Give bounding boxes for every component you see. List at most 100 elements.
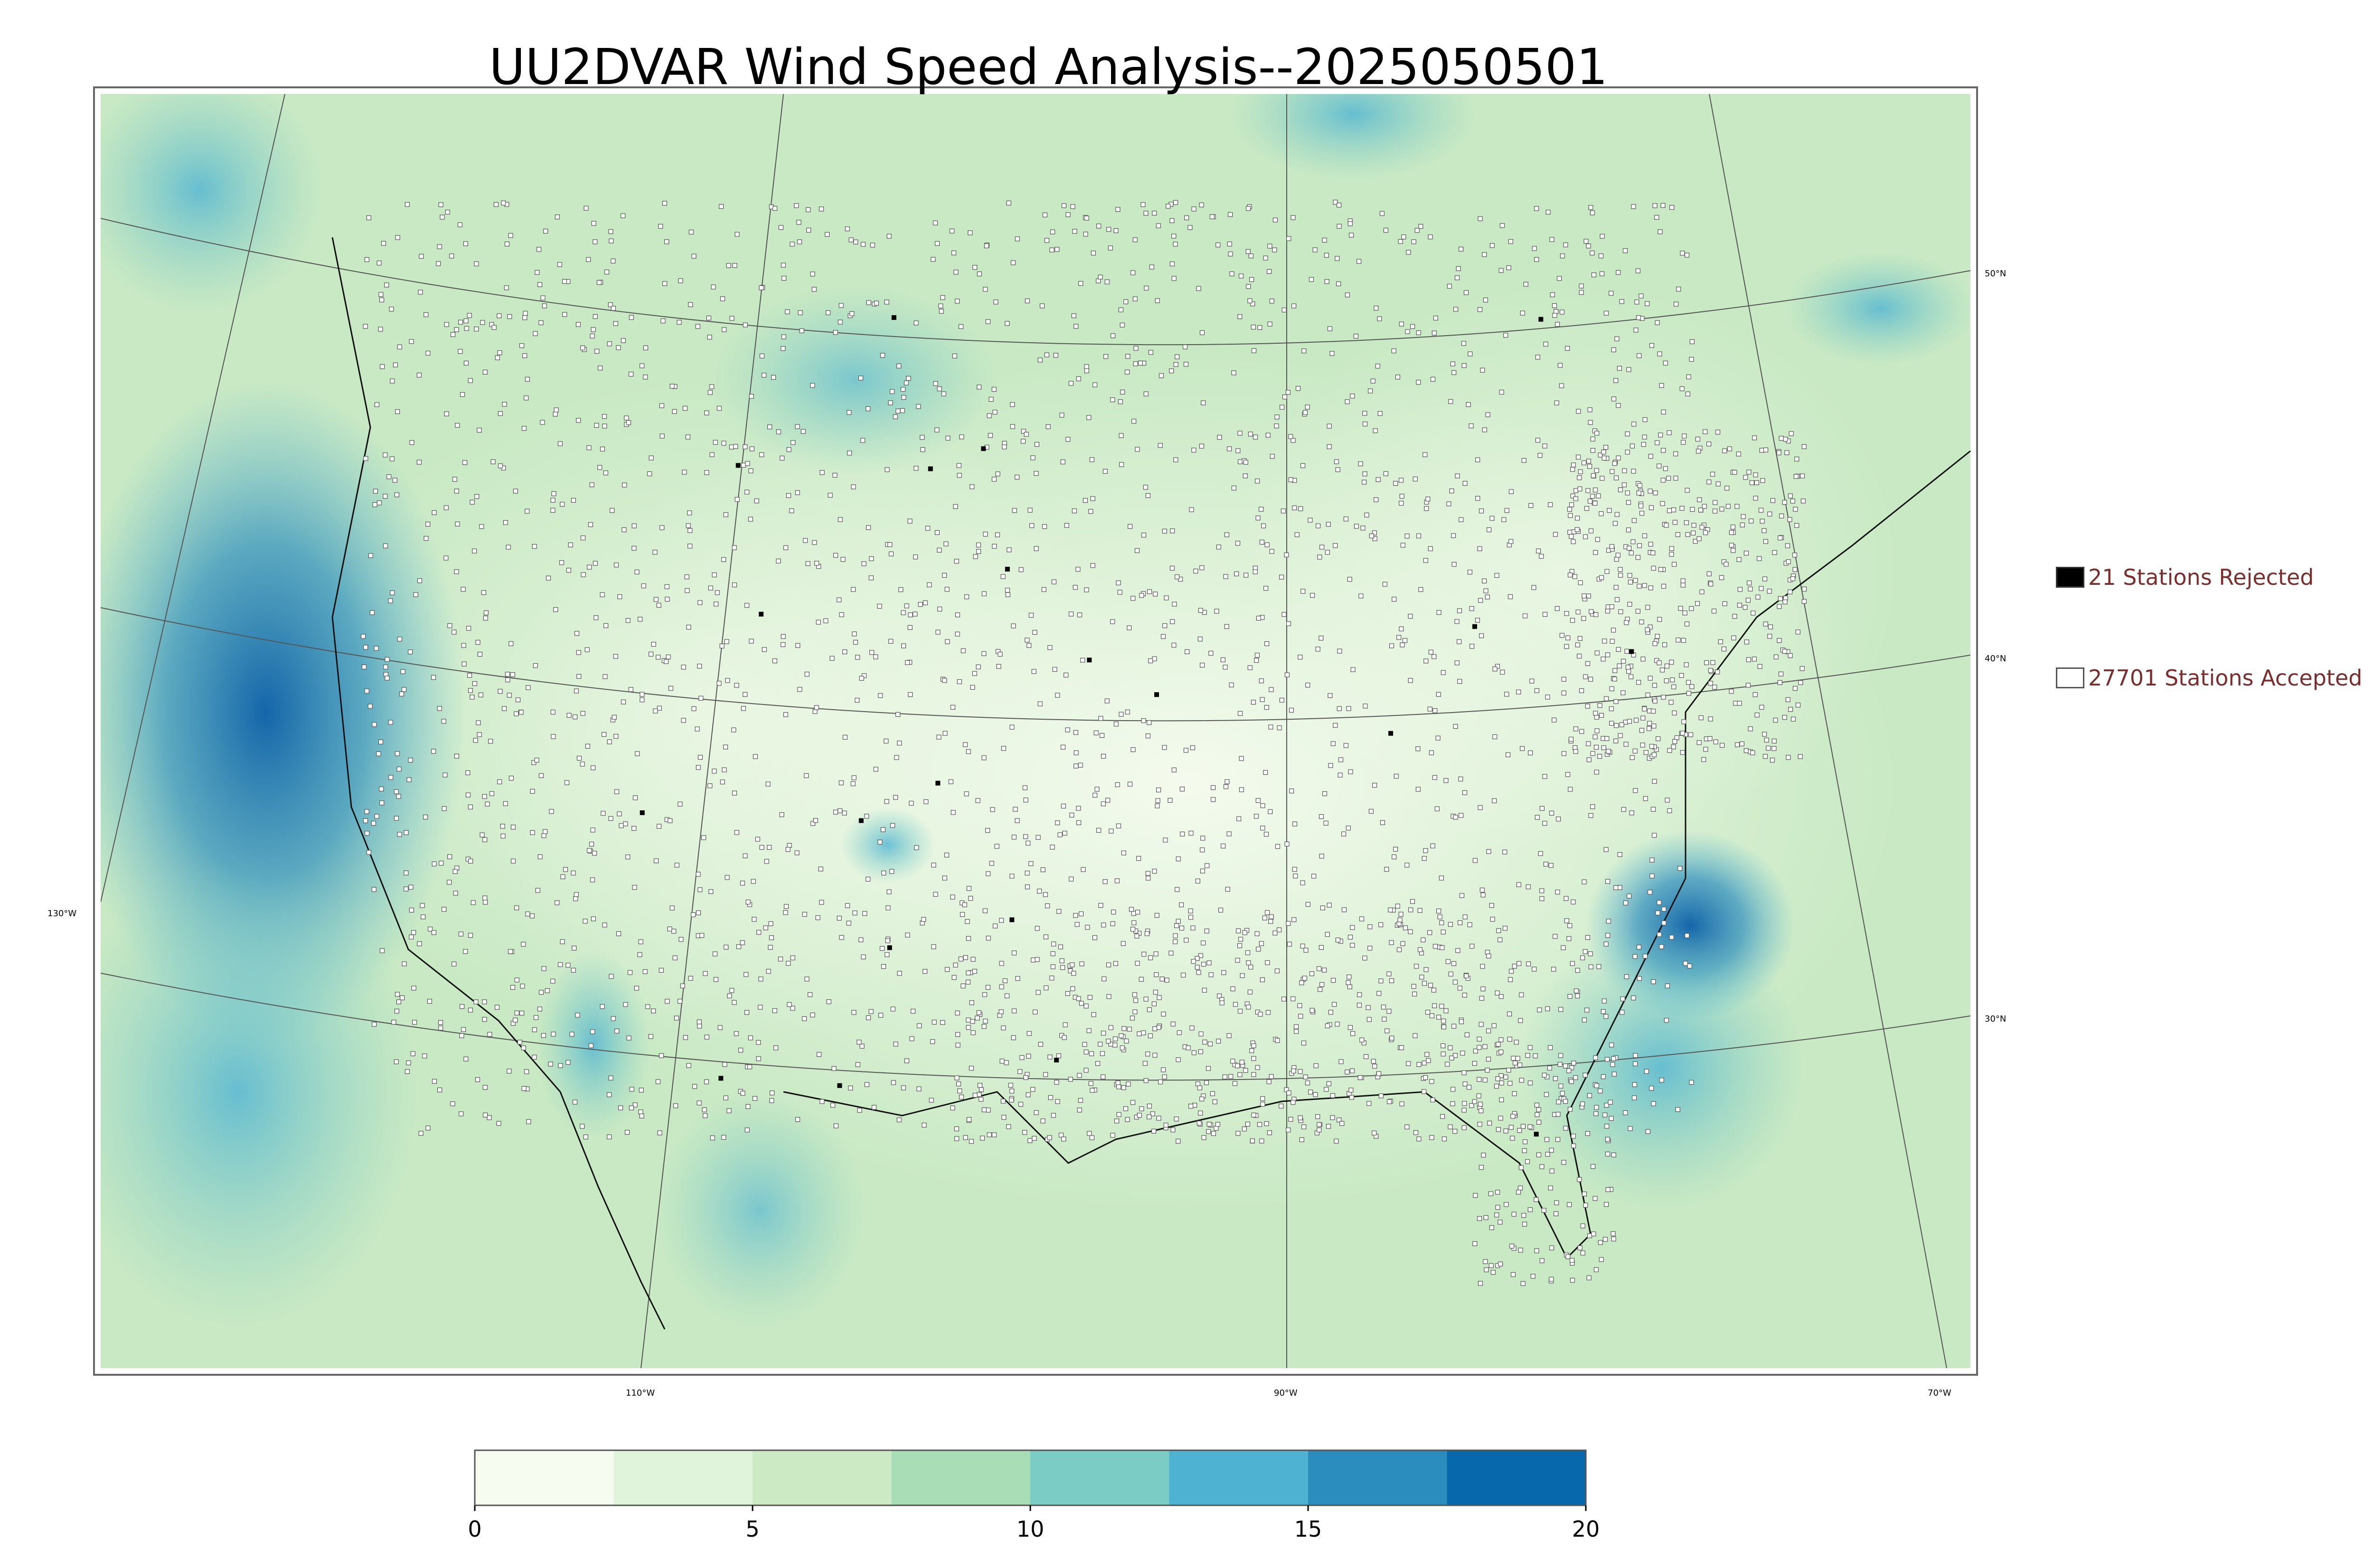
station-marker [1196, 1120, 1202, 1126]
station-marker [1388, 907, 1393, 912]
station-marker [1790, 716, 1796, 722]
station-marker [1201, 961, 1206, 967]
station-marker [1429, 1013, 1434, 1018]
station-marker [1789, 431, 1794, 436]
station-marker [1089, 457, 1094, 462]
station-marker [754, 498, 759, 504]
station-marker [1645, 692, 1650, 698]
station-marker [1268, 919, 1273, 924]
station-marker [879, 946, 885, 951]
station-marker [1567, 1202, 1572, 1207]
station-marker [1147, 1114, 1152, 1119]
station-marker [1372, 1130, 1377, 1136]
station-marker [1658, 229, 1663, 235]
station-marker [868, 575, 874, 581]
station-marker [1275, 1038, 1280, 1043]
station-marker [1133, 361, 1138, 366]
station-marker [1552, 303, 1557, 309]
station-marker [1065, 437, 1071, 442]
station-marker [616, 931, 622, 937]
station-marker [1175, 574, 1180, 580]
station-marker [781, 263, 786, 268]
station-marker [983, 532, 988, 537]
station-marker [1362, 479, 1367, 485]
station-marker [1011, 1035, 1016, 1041]
station-marker [781, 334, 786, 339]
station-marker [1451, 961, 1457, 967]
station-marker [1206, 1066, 1211, 1071]
station-marker [1445, 1061, 1450, 1067]
station-marker [1451, 533, 1456, 538]
station-marker [799, 328, 804, 333]
station-marker [592, 851, 597, 856]
station-marker [1110, 921, 1115, 926]
station-marker [1040, 1118, 1046, 1124]
station-marker [957, 679, 962, 685]
station-marker [613, 654, 618, 659]
station-marker [1588, 964, 1593, 969]
station-marker [816, 620, 821, 625]
station-marker [554, 407, 559, 413]
station-marker [1317, 554, 1322, 560]
station-marker [1696, 536, 1702, 542]
station-marker [1216, 1039, 1221, 1044]
station-marker [1279, 697, 1284, 703]
station-marker [551, 1032, 556, 1037]
station-marker [1430, 376, 1436, 382]
station-marker [1611, 1056, 1616, 1061]
station-marker [550, 978, 556, 984]
station-marker [1135, 960, 1140, 966]
station-marker [1454, 275, 1460, 281]
station-marker [1413, 964, 1419, 969]
station-marker [726, 1108, 732, 1113]
station-marker [1198, 608, 1203, 613]
station-marker [1753, 472, 1758, 478]
station-marker [1699, 589, 1705, 594]
station-marker [607, 1134, 612, 1139]
station-marker [1131, 920, 1137, 925]
station-marker [1288, 477, 1293, 482]
station-marker [444, 411, 449, 416]
station-marker [1752, 657, 1757, 662]
station-marker [1575, 642, 1580, 648]
station-marker [671, 929, 677, 934]
station-marker [953, 270, 959, 275]
station-marker [1291, 215, 1296, 220]
station-marker [802, 538, 808, 543]
station-marker [797, 239, 802, 244]
station-marker [1294, 1029, 1299, 1034]
station-marker [846, 920, 851, 926]
station-marker [1300, 880, 1305, 885]
station-marker [1146, 875, 1151, 881]
station-marker [781, 275, 787, 281]
station-marker [1083, 232, 1088, 237]
station-marker [745, 461, 750, 466]
station-marker [1611, 347, 1616, 353]
station-marker [1495, 664, 1500, 669]
station-marker [649, 455, 654, 460]
station-marker [1377, 316, 1382, 321]
station-marker [1215, 1122, 1220, 1127]
station-marker [1013, 807, 1018, 812]
station-marker [695, 324, 700, 329]
station-marker [1231, 485, 1236, 491]
station-marker [1325, 550, 1330, 555]
station-marker [659, 433, 665, 439]
station-marker [507, 1069, 512, 1074]
station-marker [1210, 1091, 1215, 1096]
station-marker [1367, 924, 1373, 930]
station-marker [389, 456, 395, 461]
station-marker [744, 489, 750, 495]
station-marker [1599, 511, 1604, 516]
station-marker [907, 625, 913, 630]
station-marker [1647, 726, 1652, 731]
station-marker [383, 494, 388, 499]
station-marker [378, 327, 383, 332]
station-marker [1603, 847, 1609, 852]
station-marker [1043, 1072, 1048, 1077]
station-marker [1006, 200, 1011, 206]
station-marker [745, 1104, 751, 1109]
station-marker [558, 1063, 563, 1068]
station-marker [848, 237, 854, 243]
station-marker [1155, 798, 1160, 803]
